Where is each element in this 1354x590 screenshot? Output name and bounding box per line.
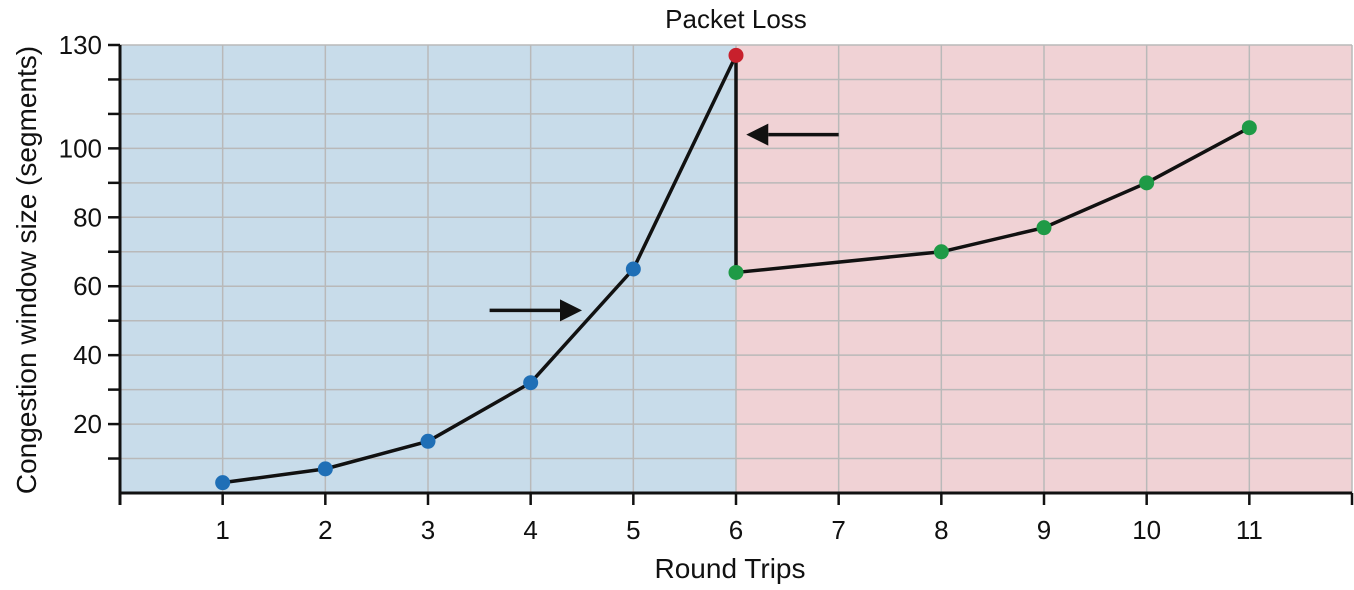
x-axis-label: Round Trips xyxy=(655,553,806,584)
packet-loss-label: Packet Loss xyxy=(665,4,807,34)
reset-arrow-head xyxy=(746,123,769,146)
x-tick-label: 7 xyxy=(831,515,845,545)
x-tick-label: 4 xyxy=(523,515,537,545)
x-tick-label: 8 xyxy=(934,515,948,545)
x-tick-label: 2 xyxy=(318,515,332,545)
x-tick-label: 10 xyxy=(1132,515,1161,545)
axes xyxy=(108,43,1354,505)
x-tick-label: 5 xyxy=(626,515,640,545)
data-point xyxy=(1036,220,1052,236)
y-tick-label: 20 xyxy=(73,409,102,439)
data-point xyxy=(933,244,949,260)
arrows-layer xyxy=(489,123,839,322)
x-tick-label: 6 xyxy=(729,515,743,545)
x-tick-label: 1 xyxy=(215,515,229,545)
x-tick-label: 3 xyxy=(421,515,435,545)
y-tick-label: 40 xyxy=(73,340,102,370)
data-point xyxy=(523,375,539,391)
points-layer xyxy=(215,47,1257,491)
y-tick-label: 100 xyxy=(59,133,102,163)
data-point xyxy=(728,264,744,280)
data-point xyxy=(1241,120,1257,136)
y-axis-label: Congestion window size (segments) xyxy=(11,46,42,494)
x-axis-tick-labels: 1 2 3 4 5 6 7 8 9 10 11 xyxy=(215,515,1262,545)
data-point xyxy=(215,475,231,491)
data-point xyxy=(625,261,641,277)
x-tick-label: 9 xyxy=(1037,515,1051,545)
data-point xyxy=(728,47,744,63)
slow-start-arrow-head xyxy=(560,299,582,322)
y-tick-label: 80 xyxy=(73,202,102,232)
y-tick-label: 130 xyxy=(59,30,102,60)
data-point xyxy=(420,433,436,449)
data-point xyxy=(1139,175,1155,191)
y-tick-label: 60 xyxy=(73,271,102,301)
x-tick-label: 11 xyxy=(1236,515,1263,545)
y-axis-tick-labels: 20 40 60 80 100 130 xyxy=(59,30,102,439)
data-point xyxy=(317,461,333,477)
